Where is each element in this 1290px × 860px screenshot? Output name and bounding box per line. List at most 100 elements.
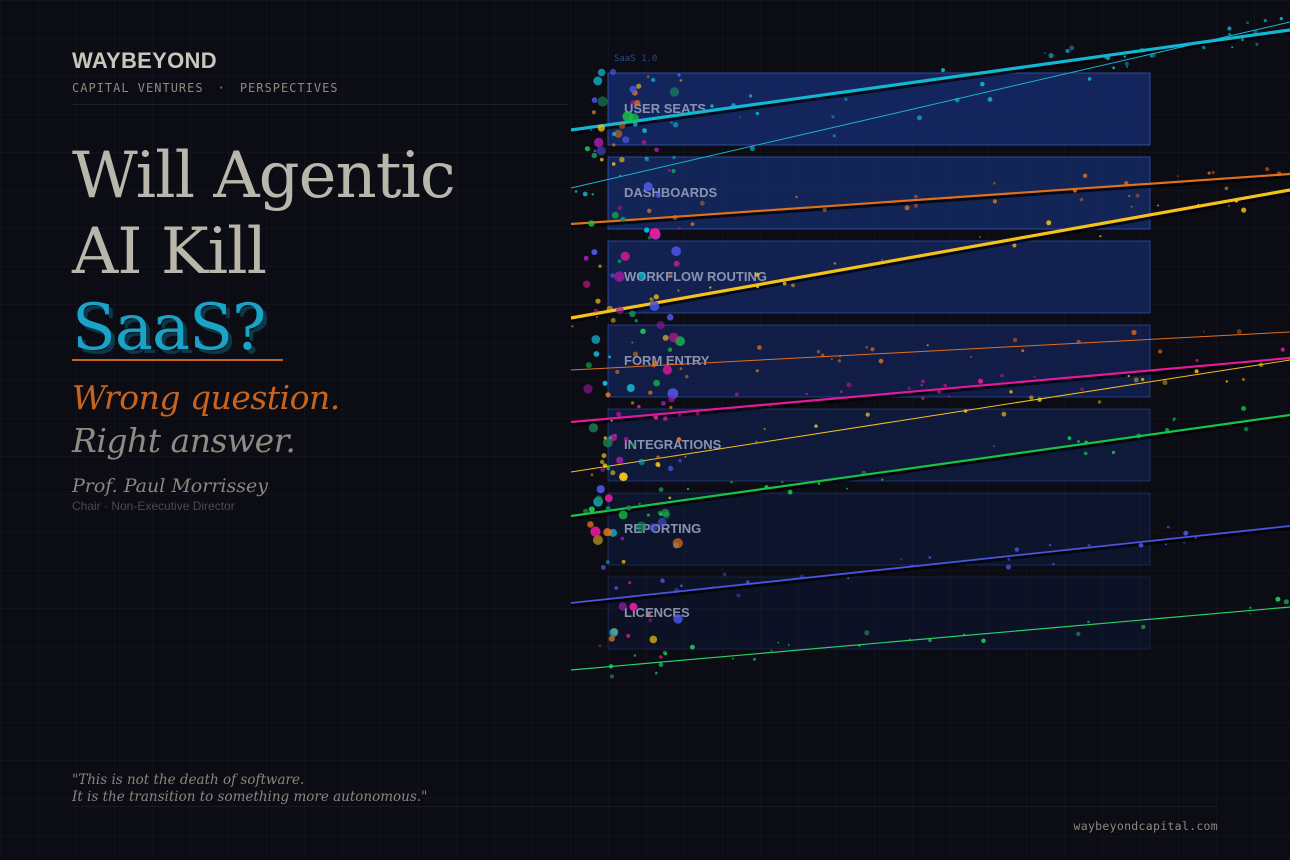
stream-particle xyxy=(663,416,668,421)
stream-particle xyxy=(1046,220,1052,226)
tagline-wrong-question: Wrong question. xyxy=(72,378,340,417)
stack-band: WORKFLOW ROUTING xyxy=(607,240,1151,314)
particle-dot xyxy=(621,559,626,564)
stream-particle xyxy=(1124,180,1129,186)
stream-particle xyxy=(1203,330,1205,333)
agent-stream-line xyxy=(570,21,1290,189)
stack-band-box xyxy=(607,72,1151,146)
particle-dot xyxy=(608,355,612,359)
stream-particle xyxy=(981,638,986,644)
stream-particle xyxy=(1079,197,1084,202)
stack-band: REPORTING xyxy=(607,492,1151,566)
stream-particle xyxy=(881,478,884,481)
stream-particle xyxy=(900,558,903,561)
particle-dot xyxy=(602,437,613,448)
headline-underline xyxy=(72,359,283,361)
stream-particle xyxy=(1236,329,1242,335)
subnav: CAPITAL VENTURES · PERSPECTIVES xyxy=(72,81,339,95)
particle-dot xyxy=(612,143,616,147)
stream-particle xyxy=(846,487,848,490)
stream-particle xyxy=(684,456,687,458)
particle-dot xyxy=(649,228,661,239)
footer-url: waybeyondcapital.com xyxy=(1073,819,1218,833)
stream-particle xyxy=(746,580,750,584)
particle-dot xyxy=(610,419,613,422)
particle-dot xyxy=(667,465,674,472)
stream-particle xyxy=(590,473,594,477)
stream-particle xyxy=(1150,52,1156,58)
subnav-perspectives: PERSPECTIVES xyxy=(239,81,339,95)
stream-particle xyxy=(615,369,620,374)
stream-particle xyxy=(1000,373,1004,378)
particle-dot xyxy=(669,332,679,343)
stream-particle xyxy=(838,354,842,358)
stream-particle xyxy=(916,115,923,121)
stream-particle xyxy=(907,386,911,390)
stream-particle xyxy=(821,353,825,357)
stream-particle xyxy=(1067,436,1072,440)
stream-particle xyxy=(679,367,683,370)
particle-dot xyxy=(605,506,611,512)
author-role: Chair · Non-Executive Director xyxy=(72,499,235,513)
stream-particle xyxy=(1037,397,1042,402)
stream-particle xyxy=(672,155,676,160)
stream-particle xyxy=(659,512,663,516)
stream-particle xyxy=(1048,543,1052,547)
stream-particle xyxy=(865,412,870,417)
headline-line-1: Will Agentic xyxy=(72,139,456,213)
stream-particle xyxy=(777,641,780,644)
stream-particle xyxy=(1048,53,1054,59)
particle-dot xyxy=(629,85,637,93)
stream-particle xyxy=(768,403,772,407)
particle-dot xyxy=(658,487,664,492)
stream-particle xyxy=(920,384,923,387)
particle-dot xyxy=(610,434,617,441)
stream-particle xyxy=(1111,450,1116,455)
stream-particle xyxy=(1124,61,1129,66)
stream-particle xyxy=(1211,170,1215,175)
stream-particle xyxy=(1012,337,1018,343)
stream-particle xyxy=(601,453,607,459)
particle-dot xyxy=(584,146,591,152)
particle-dot xyxy=(653,379,660,387)
stream-particle xyxy=(1224,186,1229,191)
headline-line-3: SaaS? xyxy=(72,291,266,365)
stream-particle xyxy=(1177,175,1179,177)
particle-dot xyxy=(641,140,647,145)
particle-dot xyxy=(591,110,596,115)
stream-particle xyxy=(1241,378,1245,381)
stream-particle xyxy=(646,513,650,517)
stream-particle xyxy=(1172,419,1174,422)
particle-dot xyxy=(617,259,622,264)
stream-particle xyxy=(1276,171,1282,177)
stream-particle xyxy=(633,122,638,127)
stream-particle xyxy=(992,445,995,448)
stack-band-label: LICENCES xyxy=(624,605,690,620)
particle-dot xyxy=(669,405,673,409)
particle-dot xyxy=(640,328,646,335)
stream-particle xyxy=(595,298,601,304)
stream-particle xyxy=(1183,541,1186,544)
agent-stream-line xyxy=(570,28,1290,132)
stream-particle xyxy=(780,480,784,484)
stream-particle xyxy=(977,378,984,384)
particle-dot xyxy=(649,635,658,644)
particle-dot xyxy=(662,334,669,341)
stream-particle xyxy=(642,128,647,134)
particle-dot xyxy=(659,655,663,659)
particle-dot xyxy=(626,505,632,511)
stream-particle xyxy=(1126,65,1128,68)
stream-particle xyxy=(1104,56,1107,59)
particle-dot xyxy=(588,506,595,513)
particle-dot xyxy=(597,68,606,77)
stream-particle xyxy=(787,489,793,495)
stream-particle xyxy=(1131,329,1137,336)
stream-particle xyxy=(833,262,836,265)
particle-dot xyxy=(669,87,680,97)
particle-dot xyxy=(618,510,628,520)
agent-stream-line xyxy=(570,359,1290,473)
particle-dot xyxy=(647,612,651,616)
stream-particle xyxy=(1165,428,1170,432)
particle-dot xyxy=(636,83,642,89)
particle-dot xyxy=(672,538,683,549)
